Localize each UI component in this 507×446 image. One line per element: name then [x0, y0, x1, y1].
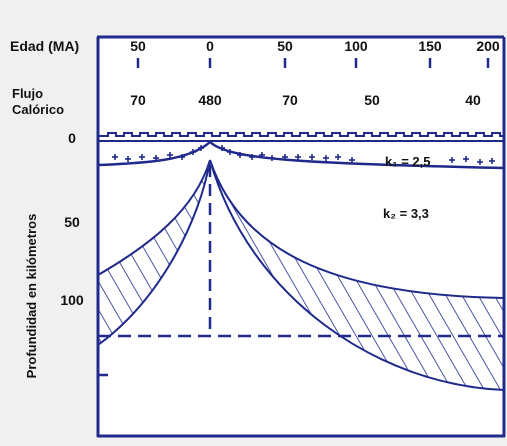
plus-mark [198, 145, 204, 151]
plus-mark [309, 154, 315, 160]
age-value: 150 [418, 38, 442, 54]
age-axis-label: Edad (MA) [10, 38, 79, 54]
crust-plus-marks [112, 145, 495, 165]
age-value: 0 [206, 38, 214, 54]
plus-mark [249, 154, 255, 160]
plus-mark [179, 154, 185, 160]
plus-mark [323, 155, 329, 161]
depth-tick-label: 100 [60, 292, 84, 308]
heat-flow-value: 70 [130, 92, 146, 108]
age-value: 100 [344, 38, 368, 54]
plus-mark [139, 154, 145, 160]
plus-mark [259, 152, 265, 158]
k2-label: k₂ = 3,3 [383, 206, 429, 221]
plus-mark [282, 154, 288, 160]
plus-mark [463, 156, 469, 162]
plus-mark [227, 149, 233, 155]
k1-label: k₁ = 2,5 [385, 154, 431, 169]
plus-mark [125, 156, 131, 162]
plus-mark [349, 157, 355, 163]
heat-flow-value: 40 [465, 92, 481, 108]
plus-mark [335, 154, 341, 160]
plus-mark [237, 152, 243, 158]
plus-mark [112, 154, 118, 160]
heat-flow-values: 70 480 70 50 40 [130, 92, 481, 108]
age-value: 200 [476, 38, 500, 54]
age-value: 50 [130, 38, 146, 54]
age-value: 50 [277, 38, 293, 54]
right-hatched-band [209, 159, 505, 392]
plus-mark [295, 154, 301, 160]
heat-flow-value: 50 [364, 92, 380, 108]
plus-mark [449, 157, 455, 163]
plus-mark [477, 159, 483, 165]
age-values: 50 0 50 100 150 200 [130, 38, 500, 68]
heat-flow-value: 70 [282, 92, 298, 108]
heat-flow-label-line2: Calórico [12, 102, 64, 117]
plus-mark [167, 152, 173, 158]
depth-axis-ticks: 0 50 100 [60, 130, 108, 377]
heat-flow-value: 480 [198, 92, 222, 108]
depth-axis-label: Profundidad en kilómetros [24, 214, 39, 379]
depth-tick-label: 50 [64, 214, 80, 230]
heat-flow-label-line1: Flujo [12, 86, 43, 101]
plus-mark [269, 155, 275, 161]
depth-tick-label: 0 [68, 130, 76, 146]
plus-mark [489, 158, 495, 164]
plus-mark [219, 145, 225, 151]
sea-surface-line [98, 132, 504, 137]
plus-mark [190, 149, 196, 155]
plus-mark [153, 155, 159, 161]
